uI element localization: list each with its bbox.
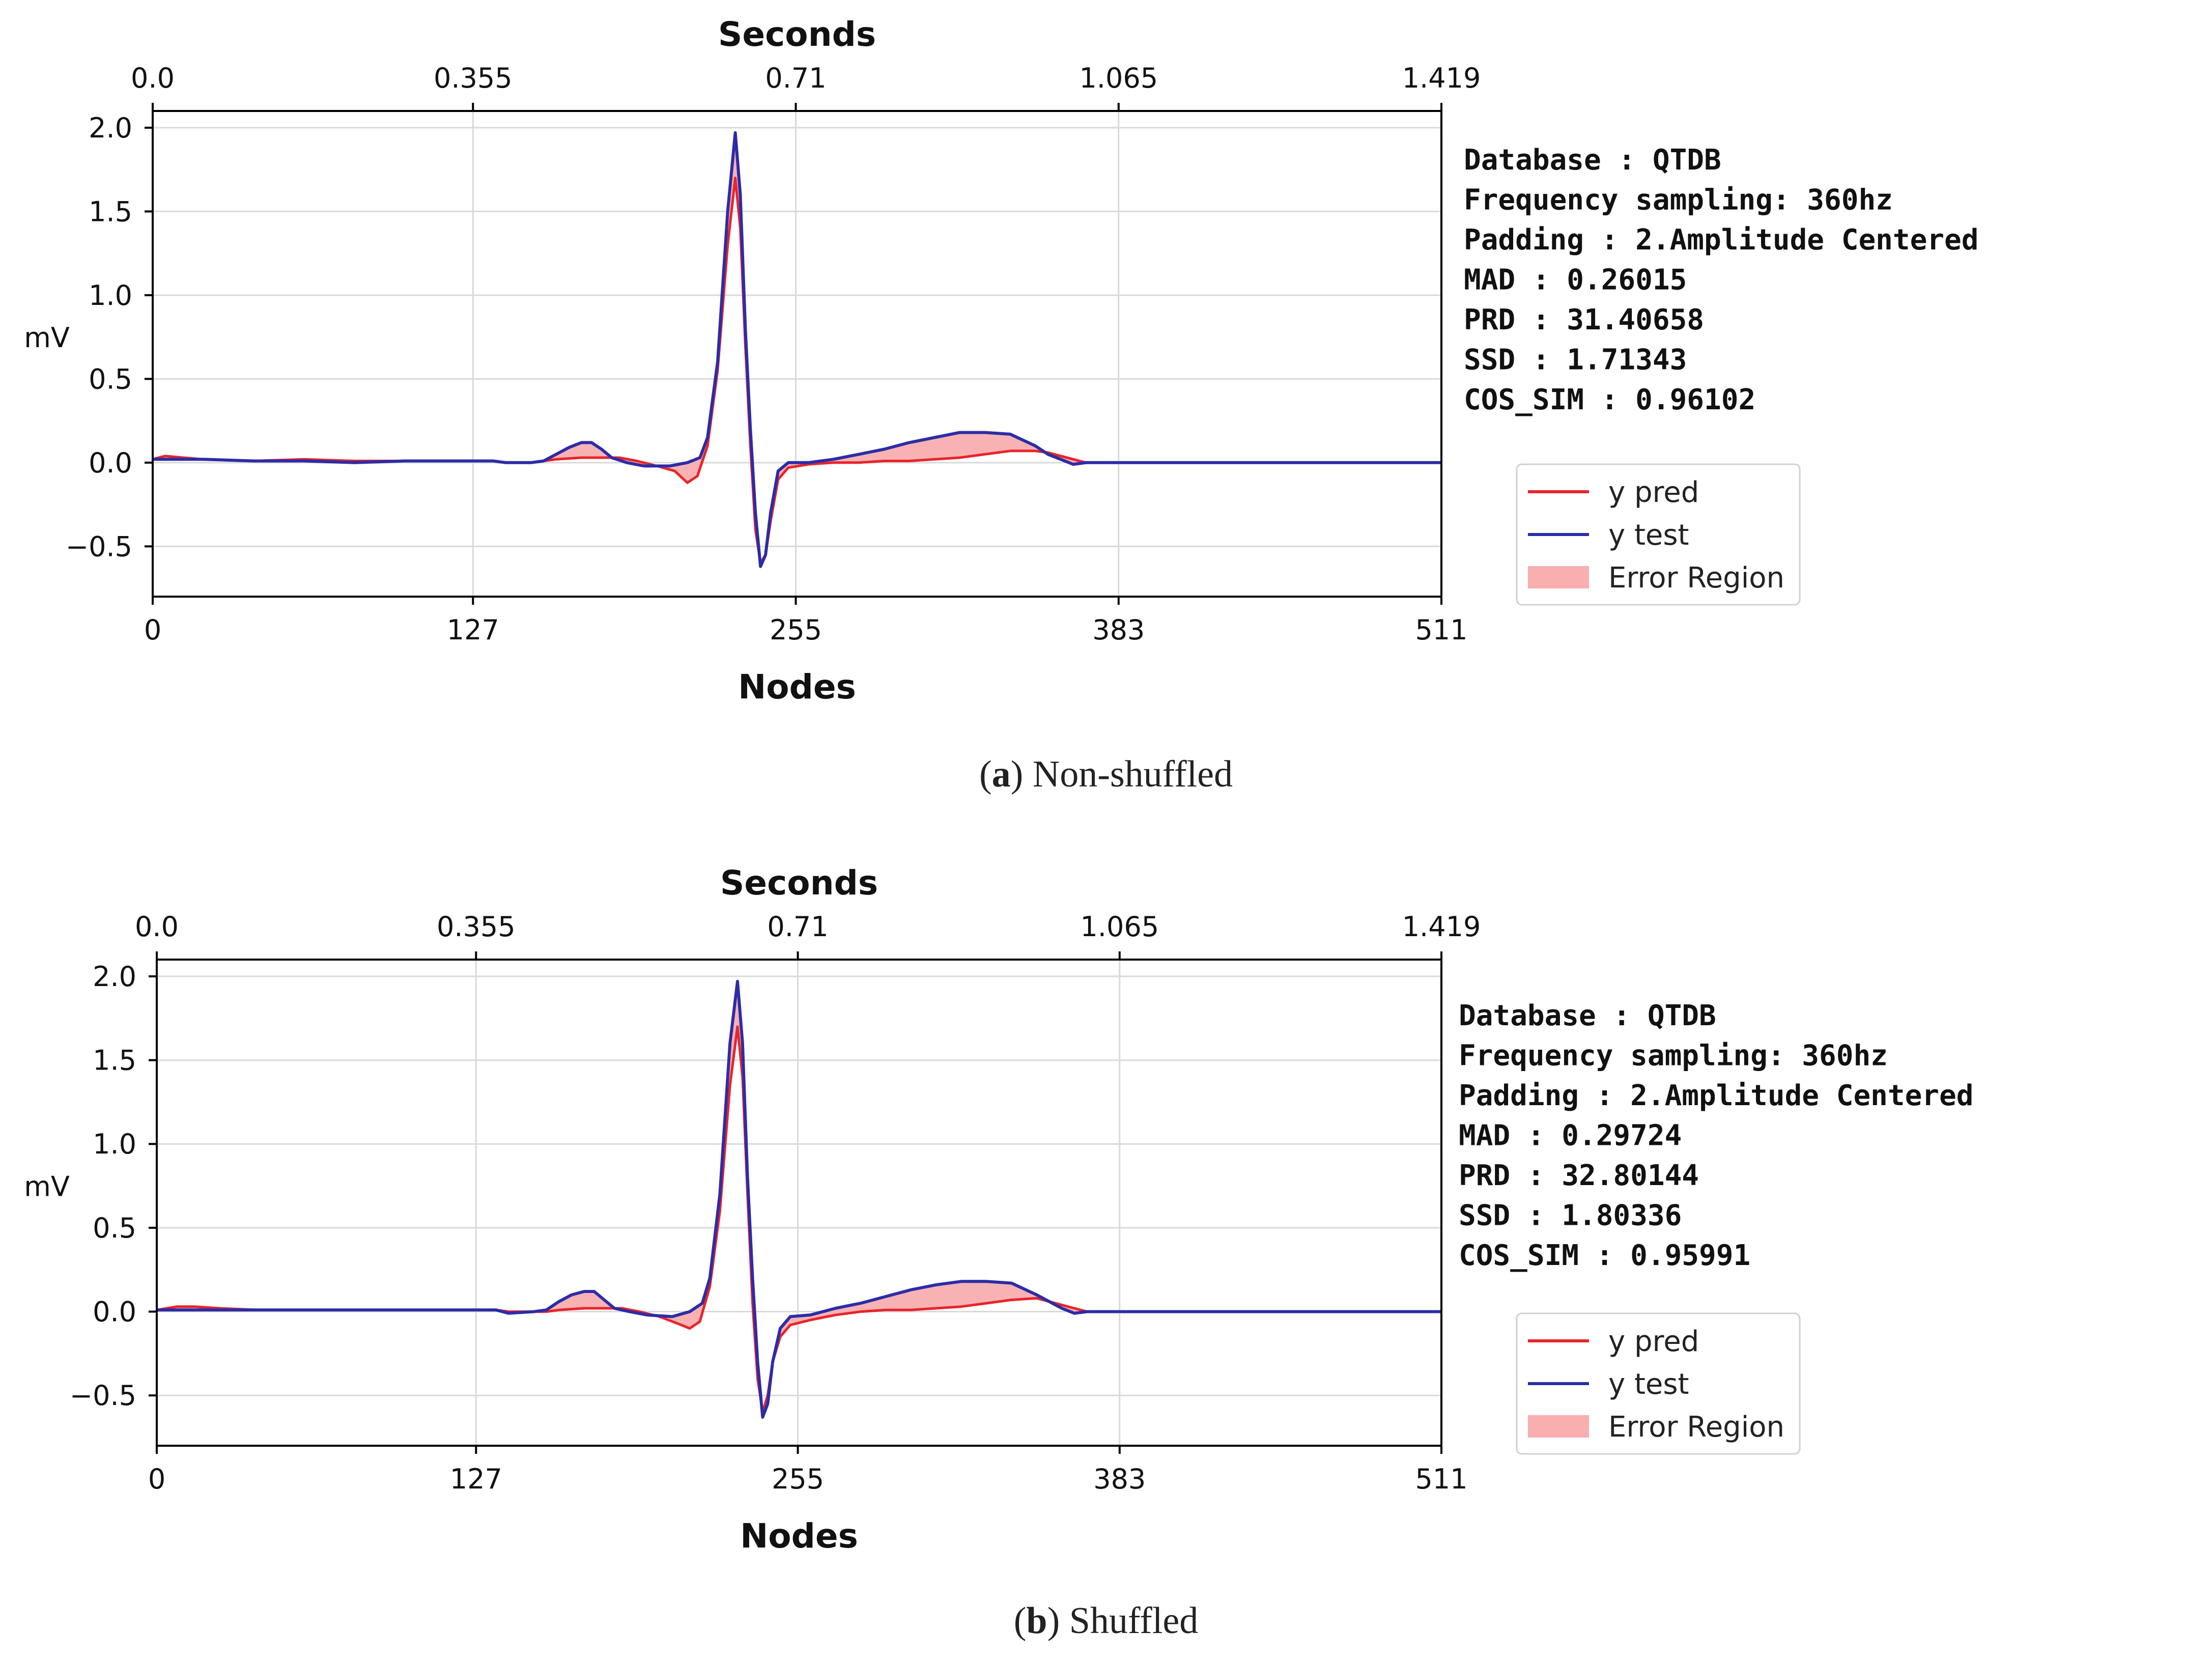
metric-row-database: Database : QTDB xyxy=(1459,999,1716,1032)
top-tick-label: 0.71 xyxy=(765,62,826,94)
top-tick-label: 0.355 xyxy=(437,911,516,943)
legend-label: y test xyxy=(1608,519,1689,552)
metric-row-cos-sim: COS_SIM : 0.96102 xyxy=(1464,383,1755,416)
y-tick-label: 0.0 xyxy=(93,1296,136,1328)
top-axis-title: Seconds xyxy=(718,15,876,54)
top-tick-label: 0.355 xyxy=(434,62,513,94)
y-tick-label: 2.0 xyxy=(89,112,132,144)
legend-label: y pred xyxy=(1608,476,1699,509)
y-tick-label: 1.5 xyxy=(89,195,132,228)
metrics-info-block: Database : QTDB Frequency sampling: 360hz… xyxy=(1464,144,1978,416)
x-tick-label: 255 xyxy=(772,1463,824,1495)
panel-caption: (a) Non-shuffled xyxy=(979,753,1233,795)
x-tick-label: 383 xyxy=(1093,1463,1146,1495)
y-tick-label: −0.5 xyxy=(70,1380,136,1412)
caption-paren-open: ( xyxy=(979,753,992,795)
legend-swatch-error-region xyxy=(1528,566,1589,588)
panel-a: 0 127 255 383 511 0.0 0.355 0.71 1.065 1.419 2.0 1.… xyxy=(24,15,1978,795)
caption-text: ) Non-shuffled xyxy=(1011,753,1233,795)
caption-label: b xyxy=(1026,1600,1047,1642)
legend-label: Error Region xyxy=(1608,1411,1784,1444)
caption-label: a xyxy=(992,753,1011,795)
top-tick-label: 1.419 xyxy=(1402,62,1481,94)
metrics-info-block: Database : QTDB Frequency sampling: 360hz… xyxy=(1459,999,1973,1272)
y-tick-label: −0.5 xyxy=(66,530,132,563)
caption-paren-open: ( xyxy=(1014,1600,1027,1642)
legend-label: Error Region xyxy=(1608,561,1784,595)
x-tick-label: 383 xyxy=(1092,614,1145,646)
legend: y pred y test Error Region xyxy=(1516,463,1801,606)
metric-row-prd: PRD : 31.40658 xyxy=(1464,303,1704,336)
legend-label: y pred xyxy=(1608,1325,1699,1358)
metric-row-ssd: SSD : 1.80336 xyxy=(1459,1199,1682,1232)
metric-row-mad: MAD : 0.29724 xyxy=(1459,1119,1682,1153)
legend-label: y test xyxy=(1608,1368,1689,1401)
legend-swatch-error-region xyxy=(1528,1415,1589,1438)
top-tick-label: 0.0 xyxy=(131,62,175,94)
error-region-fill xyxy=(157,981,1441,1417)
legend: y pred y test Error Region xyxy=(1516,1312,1801,1455)
caption-text: ) Shuffled xyxy=(1047,1600,1199,1642)
metric-row-frequency-sampling: Frequency sampling: 360hz xyxy=(1459,1039,1888,1073)
top-tick-label: 1.065 xyxy=(1080,911,1159,943)
panel-caption: (b) Shuffled xyxy=(1014,1600,1198,1642)
top-tick-label: 1.065 xyxy=(1079,62,1158,94)
x-tick-label: 255 xyxy=(770,614,822,646)
metric-row-cos-sim: COS_SIM : 0.95991 xyxy=(1459,1239,1750,1272)
y-axis-title: mV xyxy=(24,1171,70,1203)
x-tick-label: 511 xyxy=(1415,1463,1467,1495)
metric-row-padding: Padding : 2.Amplitude Centered xyxy=(1459,1079,1973,1112)
panel-b: 0 127 255 383 511 0.0 0.355 0.71 1.065 1.419 2.0 1.… xyxy=(24,863,1973,1642)
series-line-y-test xyxy=(157,979,1441,1419)
y-axis-title: mV xyxy=(24,322,70,354)
y-tick-label: 0.0 xyxy=(89,447,132,479)
plot-frame xyxy=(152,110,1442,598)
x-tick-label: 127 xyxy=(447,614,499,646)
y-tick-label: 1.5 xyxy=(93,1045,136,1077)
x-tick-label: 127 xyxy=(450,1463,502,1495)
metric-row-prd: PRD : 32.80144 xyxy=(1459,1159,1699,1192)
y-tick-label: 0.5 xyxy=(89,363,132,395)
series-line-y-test xyxy=(153,131,1441,568)
x-tick-label: 0 xyxy=(148,1463,165,1495)
y-tick-label: 2.0 xyxy=(93,961,136,993)
top-tick-label: 0.71 xyxy=(767,911,828,943)
x-axis-title: Nodes xyxy=(738,667,856,707)
series-line-y-pred xyxy=(156,1025,1441,1414)
plot-frame xyxy=(156,959,1442,1447)
top-tick-label: 1.419 xyxy=(1402,911,1481,943)
top-tick-label: 0.0 xyxy=(135,911,179,943)
metric-row-padding: Padding : 2.Amplitude Centered xyxy=(1464,223,1978,257)
metric-row-database: Database : QTDB xyxy=(1464,144,1721,177)
error-region-fill xyxy=(153,132,1441,567)
metric-row-ssd: SSD : 1.71343 xyxy=(1464,344,1687,377)
x-tick-label: 0 xyxy=(144,614,161,646)
top-axis-title: Seconds xyxy=(720,863,878,903)
y-tick-label: 1.0 xyxy=(93,1128,136,1160)
series-line-y-pred xyxy=(152,177,1441,565)
x-axis-title: Nodes xyxy=(740,1516,858,1556)
metric-row-frequency-sampling: Frequency sampling: 360hz xyxy=(1464,184,1893,217)
metric-row-mad: MAD : 0.26015 xyxy=(1464,264,1687,297)
x-tick-label: 511 xyxy=(1415,614,1467,646)
y-tick-label: 0.5 xyxy=(93,1212,136,1244)
y-tick-label: 1.0 xyxy=(89,279,132,312)
